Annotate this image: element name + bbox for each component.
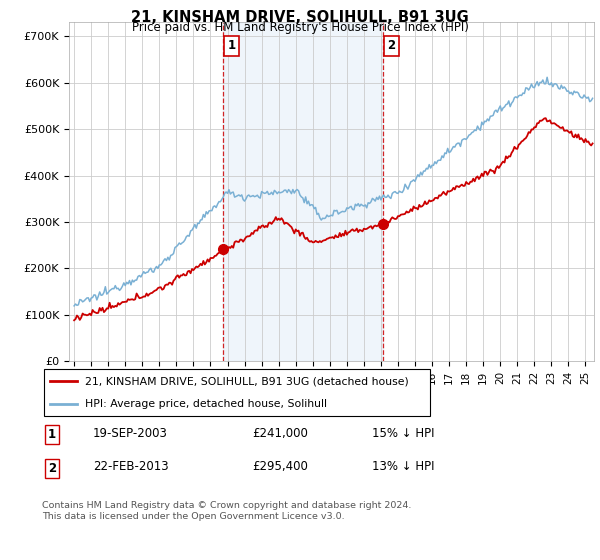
FancyBboxPatch shape (44, 370, 430, 416)
Text: Contains HM Land Registry data © Crown copyright and database right 2024.
This d: Contains HM Land Registry data © Crown c… (42, 501, 412, 521)
Bar (223, 22, 383, 361)
Text: 13% ↓ HPI: 13% ↓ HPI (372, 460, 434, 473)
Text: 21, KINSHAM DRIVE, SOLIHULL, B91 3UG (detached house): 21, KINSHAM DRIVE, SOLIHULL, B91 3UG (de… (85, 376, 409, 386)
Text: 1: 1 (48, 428, 56, 441)
Text: 19-SEP-2003: 19-SEP-2003 (93, 427, 168, 440)
Text: £295,400: £295,400 (252, 460, 308, 473)
Text: 1: 1 (227, 39, 235, 52)
Text: Price paid vs. HM Land Registry's House Price Index (HPI): Price paid vs. HM Land Registry's House … (131, 21, 469, 34)
Text: 2: 2 (388, 39, 396, 52)
Text: 21, KINSHAM DRIVE, SOLIHULL, B91 3UG: 21, KINSHAM DRIVE, SOLIHULL, B91 3UG (131, 10, 469, 25)
Text: 15% ↓ HPI: 15% ↓ HPI (372, 427, 434, 440)
Text: HPI: Average price, detached house, Solihull: HPI: Average price, detached house, Soli… (85, 399, 327, 409)
Text: 2: 2 (48, 462, 56, 475)
Text: 22-FEB-2013: 22-FEB-2013 (93, 460, 169, 473)
Text: £241,000: £241,000 (252, 427, 308, 440)
